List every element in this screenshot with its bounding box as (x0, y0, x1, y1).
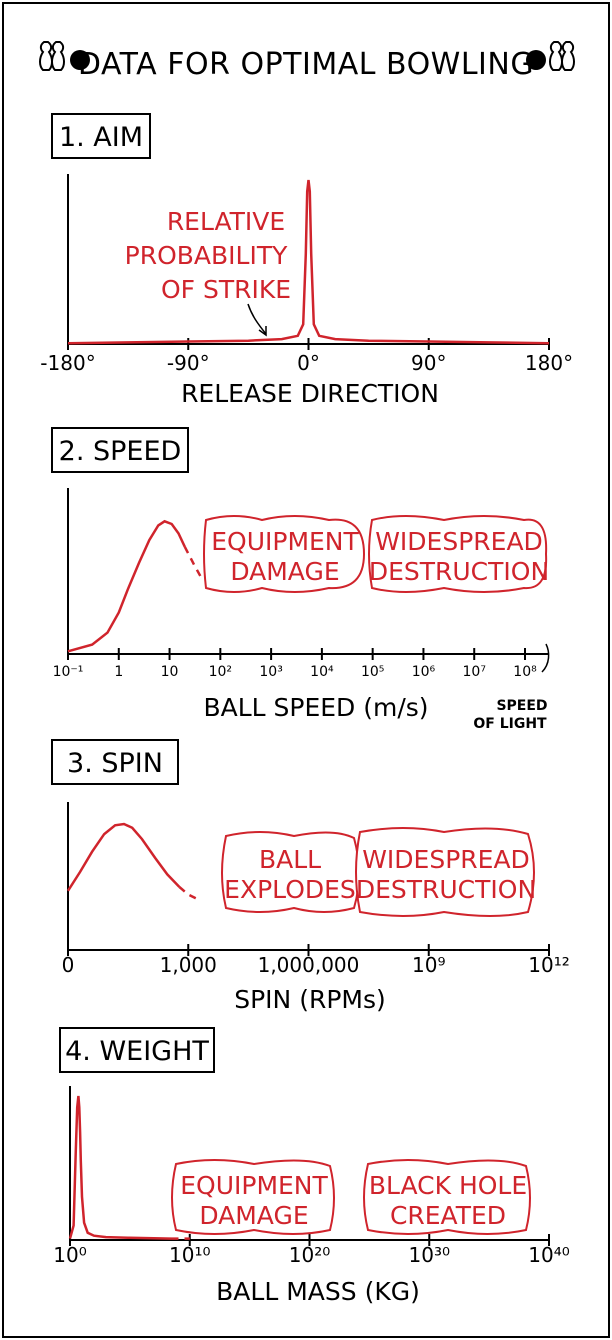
speed-region-2-cloud (368, 515, 548, 593)
panel-4-tick-label: 10¹⁰ (169, 1243, 210, 1267)
panel-aim: 1. AIM -180° -90° 0° 90° 180° RELATIVE PROBA… (40, 113, 573, 408)
spin-region-1-line-1: BALL (259, 845, 321, 874)
panel-speed-title-box (51, 427, 189, 473)
spin-region-1-cloud (221, 831, 360, 913)
speed-region-1-cloud (203, 515, 366, 593)
panel-aim-annotation: RELATIVE PROBABILITY OF STRIKE (125, 207, 291, 337)
title-row: DATA FOR OPTIMAL BOWLING (39, 41, 575, 82)
panel-1-tick-label: 180° (525, 351, 573, 375)
panel-aim-title: 1. AIM (59, 122, 143, 153)
weight-region-equipment-damage: EQUIPMENT DAMAGE (171, 1159, 335, 1235)
aim-annotation-arrowhead (258, 326, 267, 337)
panel-4-tick-label: 10⁰ (53, 1243, 86, 1267)
panel-aim-title-box (51, 113, 151, 159)
panel-spin-title-box (51, 739, 179, 785)
speed-region-2-line-2: DESTRUCTION (369, 557, 549, 586)
aim-annotation-line-1: RELATIVE (167, 207, 285, 236)
panel-4-curve-solid (68, 1095, 172, 1240)
panel-speed-xlabel: BALL SPEED (m/s) (203, 693, 428, 722)
panel-2-tick-label: 10⁷ (463, 664, 486, 680)
panel-1-tick-label: -180° (40, 351, 95, 375)
panel-2-tick-label: 10² (209, 664, 232, 680)
spin-region-2-line-1: WIDESPREAD (362, 845, 530, 874)
weight-region-1-cloud (171, 1159, 335, 1235)
panel-2-tick-label: 10⁴ (310, 664, 334, 680)
panel-2-tick-label: 10⁸ (513, 664, 537, 680)
speed-of-light-bracket (541, 643, 550, 673)
aim-annotation-arrow (247, 303, 267, 335)
panel-weight-title-box (59, 1027, 215, 1073)
panel-spin-xlabel: SPIN (RPMs) (234, 985, 386, 1014)
bowling-charts-canvas: DATA FOR OPTIMAL BOWLING 1. AIM -180° -90… (39, 41, 575, 1306)
panel-2-tick-label: 10⁻¹ (53, 664, 84, 680)
panel-3-tick-label: 1,000 (160, 953, 217, 977)
bowling-ball-pins-icon (526, 41, 575, 71)
spin-region-ball-explodes: BALL EXPLODES (221, 831, 360, 913)
panel-1-tick-label: -90° (167, 351, 210, 375)
speed-region-2-line-1: WIDESPREAD (375, 527, 543, 556)
aim-annotation-line-2: PROBABILITY (125, 241, 288, 270)
speed-region-widespread-destruction: WIDESPREAD DESTRUCTION (368, 515, 549, 593)
speed-region-1-line-2: DAMAGE (230, 557, 339, 586)
speed-region-equipment-damage: EQUIPMENT DAMAGE (203, 515, 366, 593)
panel-1-tick-label: 0° (297, 351, 320, 375)
panel-weight-xlabel: BALL MASS (KG) (216, 1277, 420, 1306)
spin-region-2-line-2: DESTRUCTION (356, 875, 536, 904)
panel-4-tick-label: 10³⁰ (409, 1243, 450, 1267)
panel-3-curve-dashed (178, 886, 200, 901)
panel-2-tick-label: 10 (161, 664, 179, 680)
panel-3-curve-solid (66, 822, 181, 892)
weight-region-1-line-1: EQUIPMENT (180, 1171, 328, 1200)
panel-spin: 3. SPIN 0 1,000 1,000,000 10⁹ 10¹² BALL EXPL… (51, 739, 570, 1014)
weight-region-black-hole-created: BLACK HOLE CREATED (363, 1159, 531, 1235)
speed-of-light-line-2: OF LIGHT (473, 716, 547, 732)
bowling-pins-ball-icon (39, 41, 90, 71)
panel-weight-title: 4. WEIGHT (65, 1036, 209, 1067)
panel-2-curve-dashed (183, 546, 204, 581)
panel-3-tick-label: 1,000,000 (258, 953, 360, 977)
page-title: DATA FOR OPTIMAL BOWLING (78, 47, 534, 82)
panel-aim-curve (67, 179, 550, 345)
weight-region-2-line-2: CREATED (390, 1201, 506, 1230)
panel-4-tick-label: 10²⁰ (289, 1243, 330, 1267)
weight-region-1-line-2: DAMAGE (199, 1201, 308, 1230)
spin-region-1-line-2: EXPLODES (224, 875, 356, 904)
aim-annotation-line-3: OF STRIKE (161, 275, 291, 304)
panel-2-curve-solid (67, 519, 186, 653)
panel-1-tick-label: 90° (411, 351, 446, 375)
panel-aim-xlabel: RELEASE DIRECTION (181, 379, 439, 408)
panel-3-tick-label: 10⁹ (412, 953, 445, 977)
panel-weight: 4. WEIGHT 10⁰ 10¹⁰ 10²⁰ 10³⁰ 10⁴⁰ EQUIPMENT … (53, 1027, 570, 1306)
panel-2-tick-label: 10³ (259, 664, 282, 680)
weight-region-2-line-1: BLACK HOLE (369, 1171, 527, 1200)
panel-2-tick-label: 10⁶ (412, 664, 436, 680)
panel-speed: 2. SPEED 10⁻¹ 1 10 10² 10³ 10⁴ 10⁵ 10⁶ 10⁷ 10⁸ EQ… (51, 427, 550, 732)
panel-2-tick-label: 10⁵ (361, 664, 384, 680)
panel-spin-title: 3. SPIN (67, 748, 163, 779)
panel-3-tick-label: 0 (62, 953, 75, 977)
speed-of-light-line-1: SPEED (496, 698, 547, 714)
spin-region-2-cloud (355, 827, 535, 917)
panel-speed-title: 2. SPEED (59, 436, 182, 467)
spin-region-widespread-destruction: WIDESPREAD DESTRUCTION (355, 827, 536, 917)
speed-region-1-line-1: EQUIPMENT (211, 527, 359, 556)
panel-2-tick-label: 1 (114, 664, 123, 680)
panel-3-tick-label: 10¹² (528, 953, 569, 977)
weight-region-2-cloud (363, 1159, 531, 1235)
panel-4-tick-label: 10⁴⁰ (528, 1243, 569, 1267)
